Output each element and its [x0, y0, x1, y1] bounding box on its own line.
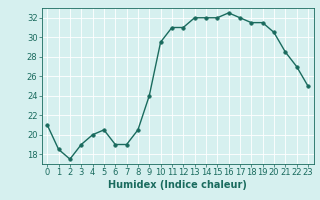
X-axis label: Humidex (Indice chaleur): Humidex (Indice chaleur) — [108, 180, 247, 190]
